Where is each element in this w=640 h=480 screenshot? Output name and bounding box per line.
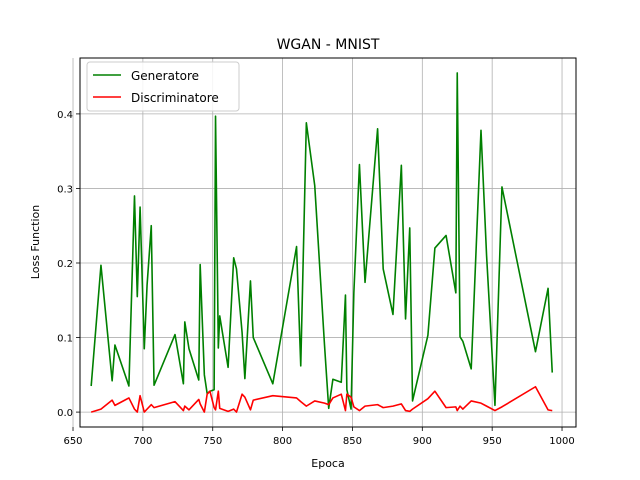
series-line-generatore bbox=[90, 72, 554, 410]
chart-title: WGAN - MNIST bbox=[277, 37, 380, 53]
legend: Generatore Discriminatore bbox=[86, 61, 240, 112]
x-tick-label: 750 bbox=[203, 436, 222, 447]
series-line-discriminatore bbox=[90, 385, 553, 413]
legend-label-generatore: Generatore bbox=[131, 69, 199, 83]
grid-lines bbox=[72, 58, 576, 427]
y-tick-label: 0.1 bbox=[57, 334, 73, 345]
x-axis: 650 700 750 800 850 900 950 1000 bbox=[63, 427, 575, 447]
x-tick-label: 900 bbox=[413, 436, 432, 447]
plot-frame bbox=[79, 57, 577, 428]
x-tick-label: 850 bbox=[343, 436, 362, 447]
y-tick-label: 0.4 bbox=[57, 110, 73, 121]
x-tick-label: 950 bbox=[483, 436, 502, 447]
x-axis-label: Epoca bbox=[311, 457, 344, 470]
legend-box bbox=[86, 61, 240, 112]
y-tick-label: 0.2 bbox=[57, 259, 73, 270]
x-tick-label: 650 bbox=[63, 436, 82, 447]
x-tick-label: 1000 bbox=[549, 436, 574, 447]
series-layer bbox=[90, 72, 554, 413]
y-axis: 0.0 0.1 0.2 0.3 0.4 bbox=[57, 110, 80, 419]
legend-label-discriminatore: Discriminatore bbox=[131, 91, 219, 105]
y-tick-label: 0.0 bbox=[57, 408, 73, 419]
x-tick-label: 700 bbox=[133, 436, 152, 447]
y-tick-label: 0.3 bbox=[57, 184, 73, 195]
x-tick-label: 800 bbox=[273, 436, 292, 447]
y-axis-label: Loss Function bbox=[29, 205, 42, 279]
